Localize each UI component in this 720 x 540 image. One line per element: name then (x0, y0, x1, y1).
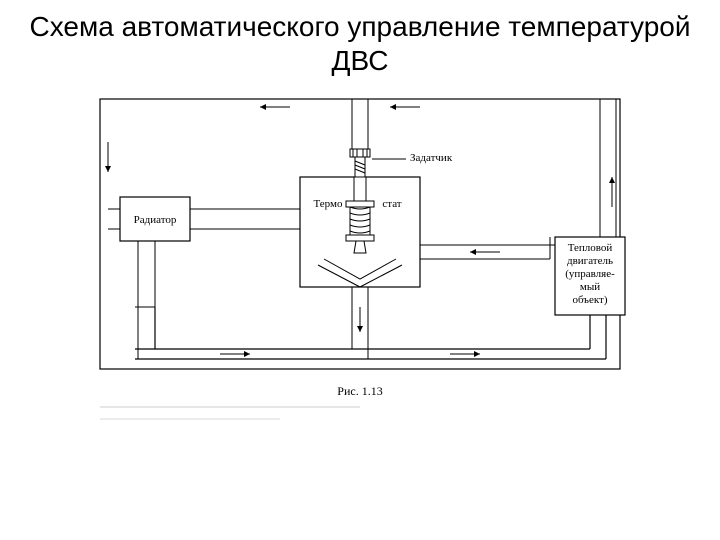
radiator-box: Радиатор (120, 197, 190, 241)
thermostat-label-left: Термо (314, 198, 343, 210)
svg-text:мый: мый (580, 281, 600, 293)
lower-pipe (135, 307, 590, 349)
thermostat-label-right: стат (382, 198, 401, 210)
svg-text:двигатель: двигатель (567, 255, 613, 267)
svg-text:(управляе-: (управляе- (565, 268, 615, 280)
lower-pipe (135, 313, 606, 359)
svg-text:объект): объект) (572, 294, 607, 306)
engine-box: Тепловой двигатель (управляе- мый объект… (555, 237, 625, 315)
setter-label: Задатчик (410, 152, 453, 164)
radiator-label: Радиатор (134, 214, 177, 226)
page-title: Схема автоматического управление темпера… (0, 0, 720, 77)
diagram: Радиатор Термо стат Задатчик (60, 87, 660, 427)
setter-icon (350, 149, 370, 177)
figure-caption: Рис. 1.13 (337, 384, 382, 398)
svg-text:Тепловой: Тепловой (568, 242, 613, 254)
